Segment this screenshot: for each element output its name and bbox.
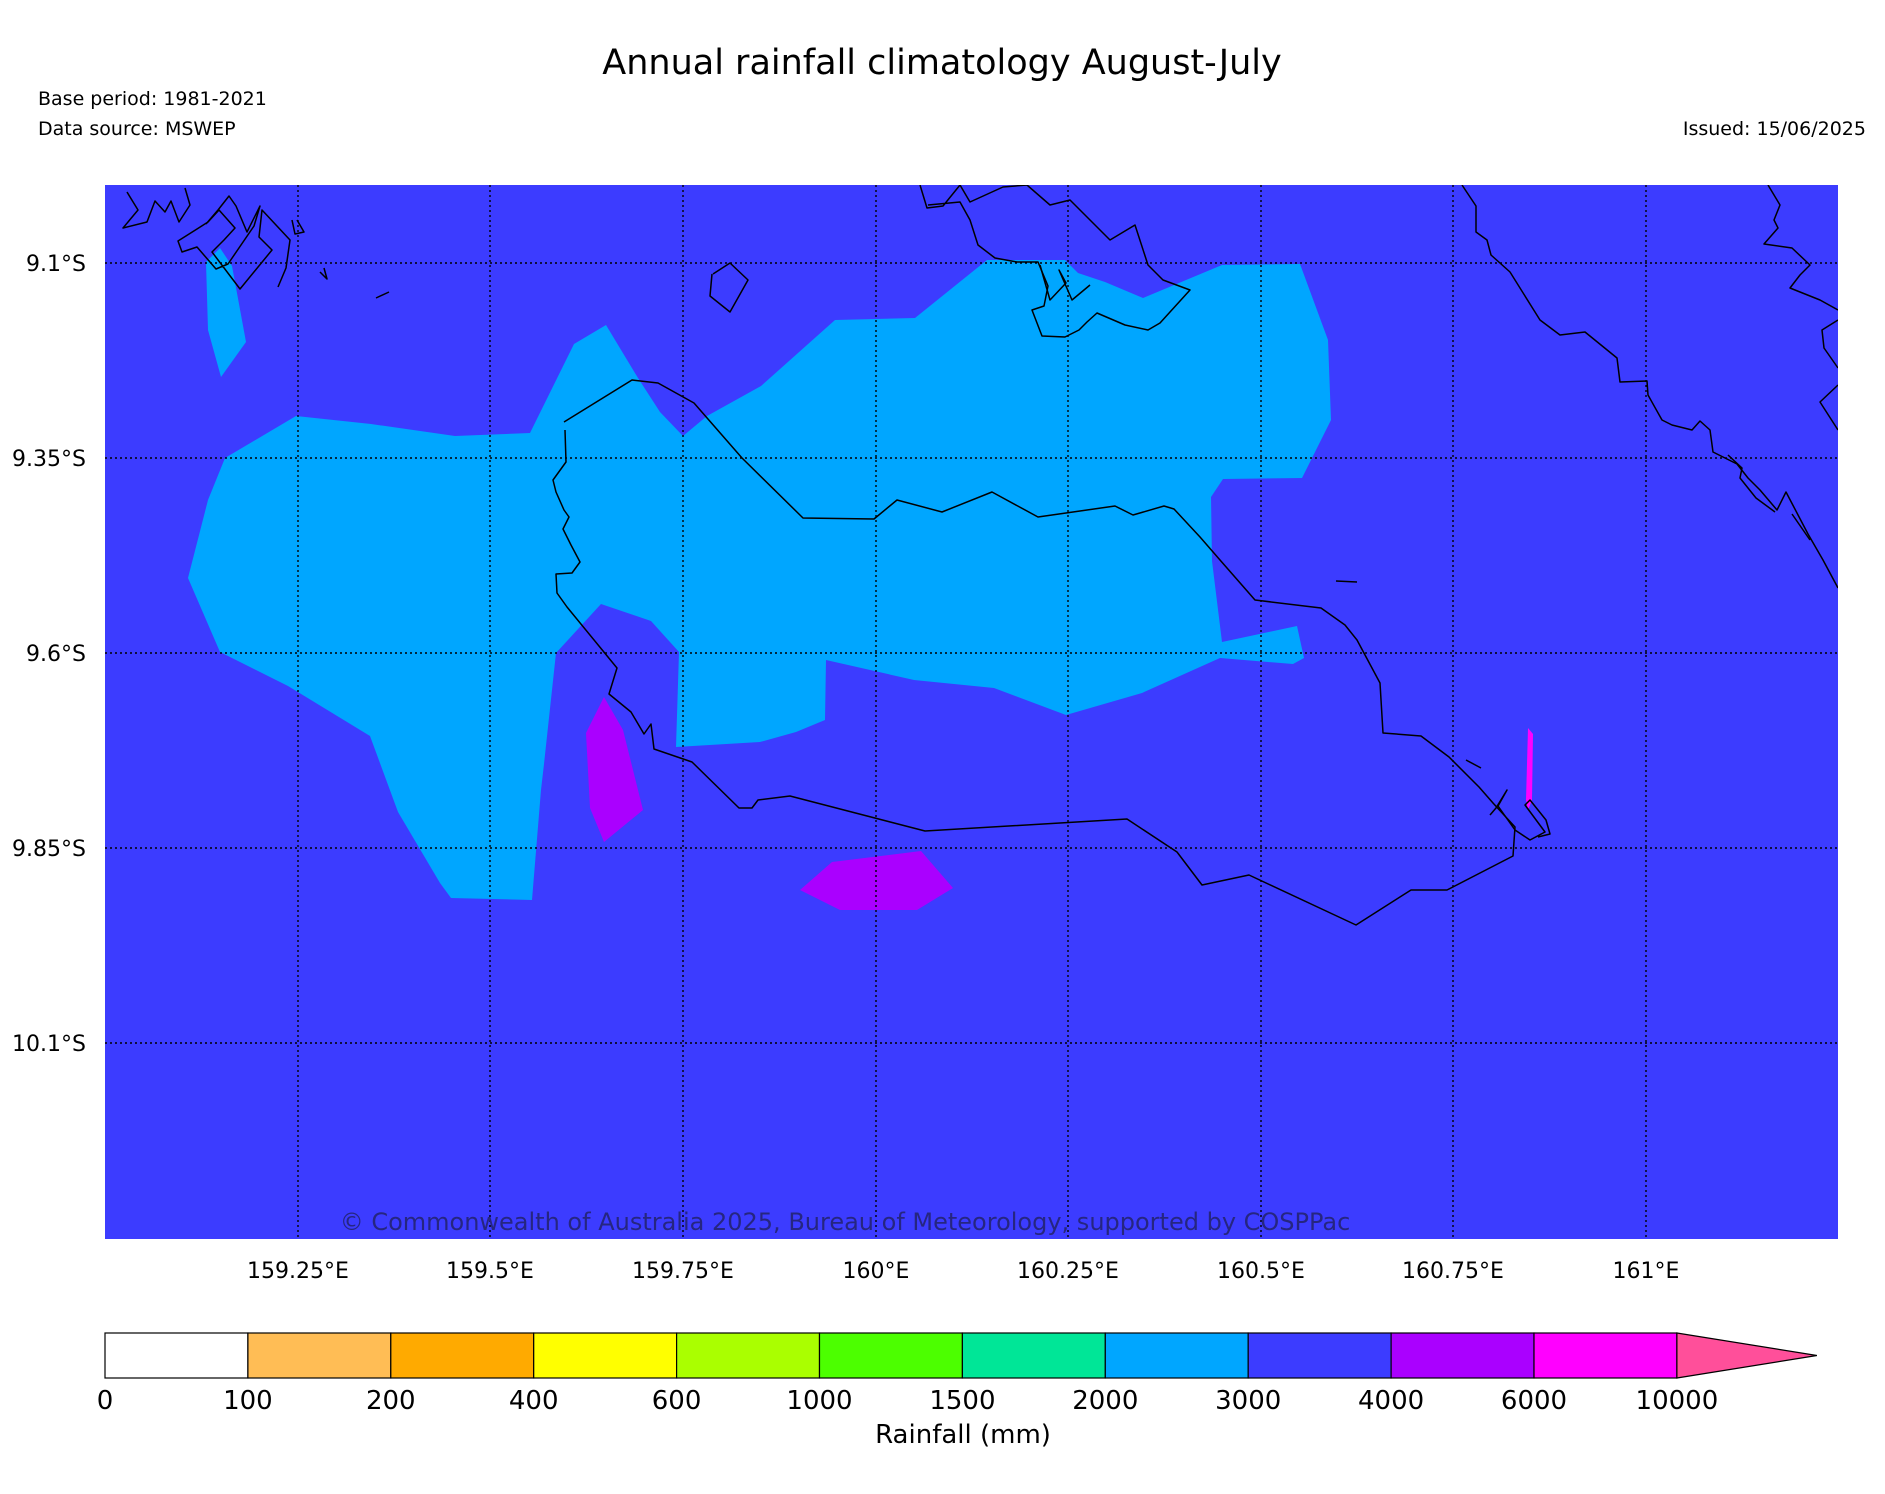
copyright-notice: © Commonwealth of Australia 2025, Bureau… (340, 1208, 1351, 1236)
colorbar-tick-label: 1000 (786, 1386, 852, 1416)
colorbar-tick-label: 400 (509, 1386, 559, 1416)
colorbar-label: Rainfall (mm) (875, 1420, 1051, 1450)
coastline-guadalcanal (552, 379, 1516, 926)
longitude-labels: 159.25°E 159.5°E 159.75°E 160°E 160.25°E… (247, 1259, 1679, 1284)
coastline-malaita-east (1763, 185, 1838, 311)
colorbar-swatch (1533, 1332, 1678, 1379)
colorbar-swatch (961, 1332, 1106, 1379)
coastline-malaita-south (1727, 454, 1776, 513)
colorbar-tick-label: 4000 (1358, 1386, 1424, 1416)
graticule (105, 185, 1838, 1239)
map-area: © Commonwealth of Australia 2025, Bureau… (105, 185, 1838, 1239)
lon-label: 161°E (1613, 1259, 1680, 1284)
coastline-marau (1489, 789, 1551, 841)
colorbar-tick-label: 0 (97, 1386, 114, 1416)
colorbar-extend-arrow (1676, 1332, 1817, 1379)
lon-label: 160°E (843, 1259, 910, 1284)
coastline-malaita-east-b (1821, 319, 1838, 369)
lon-label: 159.25°E (247, 1259, 349, 1284)
coastline-small-islet-c (319, 267, 328, 280)
coastline-malaita (1461, 185, 1838, 589)
colorbar-swatch (675, 1332, 821, 1379)
lat-label: 9.35°S (12, 447, 86, 472)
lon-label: 160.75°E (1402, 1259, 1504, 1284)
coastline-sliver-east (1791, 513, 1811, 541)
colorbar-tick-label: 3000 (1215, 1386, 1281, 1416)
coastline-russell-islands (177, 195, 291, 290)
colorbar-swatch (818, 1332, 963, 1379)
colorbar-tick-label: 100 (223, 1386, 273, 1416)
base-period-text: Base period: 1981-2021 (38, 88, 267, 110)
colorbar-tick-label: 2000 (1072, 1386, 1138, 1416)
colorbar-swatch (1390, 1332, 1535, 1379)
lat-label: 9.1°S (26, 252, 86, 277)
colorbar-tick-label: 1500 (929, 1386, 995, 1416)
data-source-text: Data source: MSWEP (38, 118, 236, 140)
rainfall-4000-6000-patch-a (586, 697, 643, 842)
lon-label: 159.75°E (632, 1259, 734, 1284)
colorbar-tick-label: 200 (366, 1386, 416, 1416)
colorbar-swatch (1247, 1332, 1392, 1379)
coastline-small-islet-b (375, 291, 390, 299)
coastline-mbalo-islet (1335, 580, 1358, 583)
coastline-savo-northwest (122, 187, 191, 229)
rainfall-2000-3000-region-main (188, 260, 1331, 900)
rainfall-colorbar: 0 100 200 400 600 1000 1500 2000 3000 4000 6000 100… (97, 1332, 1817, 1416)
lat-label: 9.85°S (12, 837, 86, 862)
lon-label: 160.5°E (1217, 1259, 1305, 1284)
colorbar-swatch (104, 1332, 249, 1379)
lat-label: 9.6°S (26, 642, 86, 667)
issued-date-text: Issued: 15/06/2025 (1683, 118, 1866, 140)
colorbar-tick-label: 10000 (1636, 1386, 1719, 1416)
coastline-florida-inner (1039, 264, 1091, 301)
coastline-malaita-east-c (1819, 384, 1838, 431)
coastline-small-islet-a (291, 219, 305, 235)
coastlines (122, 185, 1838, 926)
coastline-marau-sound (1465, 759, 1482, 769)
lat-label: 10.1°S (12, 1032, 86, 1057)
rainfall-6000-10000-sliver (1526, 728, 1533, 810)
coastline-florida-islands (919, 185, 1191, 338)
chart-title: Annual rainfall climatology August-July (602, 43, 1281, 83)
colorbar-swatch (533, 1332, 678, 1379)
colorbar-tick-label: 6000 (1501, 1386, 1567, 1416)
colorbar-tick-label: 600 (652, 1386, 702, 1416)
lon-label: 159.5°E (446, 1259, 534, 1284)
latitude-labels: 9.1°S 9.35°S 9.6°S 9.85°S 10.1°S (12, 252, 86, 1057)
lon-label: 160.25°E (1017, 1259, 1119, 1284)
coastline-nggela-islet (709, 262, 749, 313)
colorbar-swatch (390, 1332, 535, 1379)
colorbar-swatch (247, 1332, 392, 1379)
colorbar-swatch (1104, 1332, 1249, 1379)
rainfall-2000-3000-region-islet (206, 248, 246, 377)
